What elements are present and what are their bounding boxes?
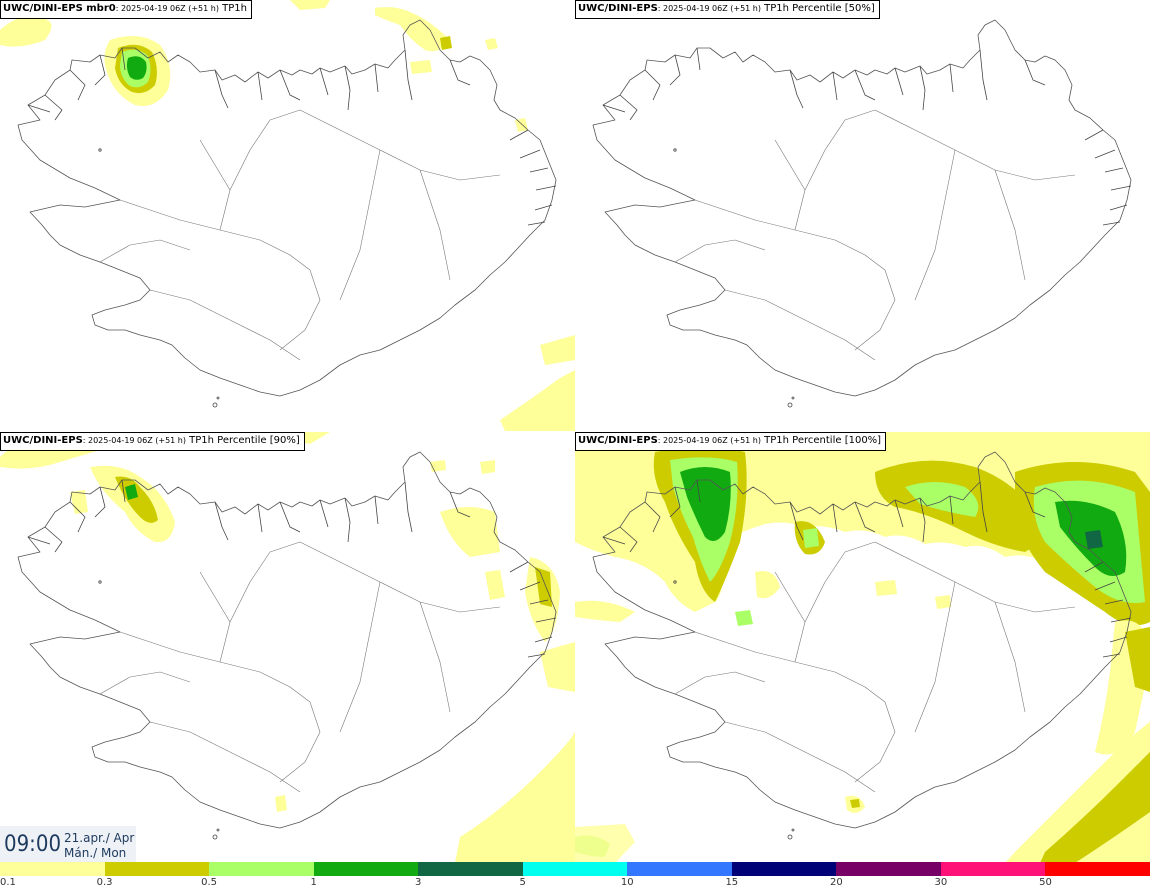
colorbar-tick-label: 1	[310, 877, 317, 888]
panel-title: UWC/DINI-EPS: 2025-04-19 06Z (+51 h) TP1…	[575, 0, 880, 19]
colorbar-tick-label: 50	[1039, 877, 1052, 888]
colorbar-swatch	[0, 862, 105, 876]
map-panel-p100: UWC/DINI-EPS: 2025-04-19 06Z (+51 h) TP1…	[575, 432, 1150, 863]
valid-time-box: 09:00 21.apr./ Apr Mán./ Mon	[0, 826, 136, 862]
colorbar-swatch	[940, 862, 1046, 876]
colorbar-swatch	[627, 862, 732, 876]
colorbar-tick-label: 0.3	[96, 877, 113, 888]
precip-colorbar	[0, 862, 1150, 876]
colorbar-swatch	[731, 862, 837, 876]
map-panel-p90: UWC/DINI-EPS: 2025-04-19 06Z (+51 h) TP1…	[0, 432, 575, 863]
precip-map-member0	[0, 0, 575, 431]
valid-time: 09:00	[4, 832, 62, 857]
colorbar-tick-label: 30	[934, 877, 948, 888]
colorbar-tick-label: 15	[725, 877, 739, 888]
colorbar-tick-label: 10	[620, 877, 634, 888]
panel-title: UWC/DINI-EPS mbr0: 2025-04-19 06Z (+51 h…	[0, 0, 252, 19]
colorbar-swatch	[836, 862, 941, 876]
map-panel-member0: UWC/DINI-EPS mbr0: 2025-04-19 06Z (+51 h…	[0, 0, 575, 431]
colorbar-tick-label: 0.1	[0, 877, 16, 888]
colorbar-swatch	[1045, 862, 1150, 876]
precip-map-p50	[592, 19, 1132, 408]
precip-map-p100	[575, 432, 1150, 863]
colorbar-swatch	[104, 862, 210, 876]
map-panel-p50: UWC/DINI-EPS: 2025-04-19 06Z (+51 h) TP1…	[575, 0, 1150, 431]
colorbar-tick-label: 20	[829, 877, 843, 888]
panel-title: UWC/DINI-EPS: 2025-04-19 06Z (+51 h) TP1…	[575, 432, 887, 451]
valid-weekday: Mán./ Mon	[64, 846, 127, 860]
panel-title: UWC/DINI-EPS: 2025-04-19 06Z (+51 h) TP1…	[0, 432, 305, 451]
colorbar-swatch	[522, 862, 628, 876]
precip-map-p90	[0, 432, 575, 863]
colorbar-labels: 0.1 0.3 0.5 1 3 5 10 15 20 30 50	[0, 877, 1150, 891]
colorbar-swatch	[209, 862, 314, 876]
valid-date: 21.apr./ Apr	[64, 831, 135, 845]
colorbar-swatch	[313, 862, 419, 876]
colorbar-tick-label: 3	[414, 877, 422, 888]
colorbar-swatch	[418, 862, 523, 876]
colorbar-tick-label: 5	[519, 877, 526, 888]
colorbar-tick-label: 0.5	[201, 877, 218, 888]
